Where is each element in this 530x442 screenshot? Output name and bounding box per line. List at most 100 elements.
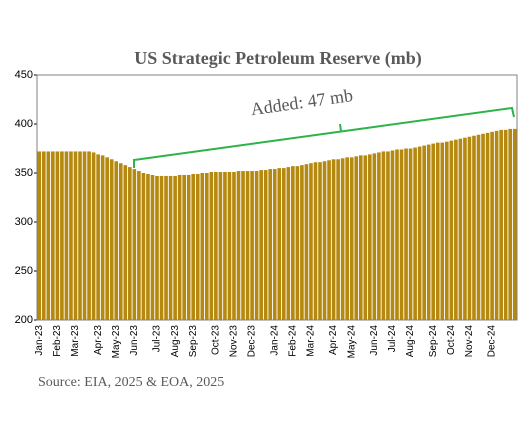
x-tick-label: Jan-23	[34, 325, 45, 356]
y-tick-label: 250	[15, 265, 33, 277]
bar	[195, 173, 200, 320]
bar	[141, 173, 146, 320]
bar	[399, 149, 404, 320]
y-tick-label: 350	[15, 167, 33, 179]
bar	[327, 160, 331, 320]
bar	[417, 146, 422, 320]
bar	[232, 172, 236, 320]
bar	[390, 150, 395, 320]
chart-title: US Strategic Petroleum Reserve (mb)	[134, 48, 422, 69]
x-tick-label: Sep-24	[428, 325, 439, 358]
bar	[454, 139, 458, 320]
bar	[354, 156, 359, 320]
bar	[146, 173, 150, 320]
bar	[368, 154, 372, 320]
bar	[431, 143, 436, 320]
bar	[503, 129, 508, 320]
bar	[272, 169, 277, 320]
bar	[458, 138, 463, 320]
bar	[159, 175, 164, 320]
bar	[313, 162, 318, 320]
x-tick-label: Dec-24	[487, 325, 498, 358]
source: Source: EIA, 2025 & EOA, 2025	[38, 375, 224, 390]
x-tick-label: Aug-24	[405, 325, 416, 358]
x-tick-label: Mar-24	[306, 325, 317, 357]
bracket	[133, 106, 515, 168]
bar	[236, 171, 241, 320]
bar	[349, 157, 354, 320]
bar	[173, 175, 177, 320]
bar	[472, 135, 476, 320]
bar	[91, 152, 96, 320]
bar	[408, 148, 413, 320]
x-tick-label: Jun-24	[369, 325, 380, 356]
bar	[372, 153, 377, 320]
y-tick-label: 200	[15, 314, 33, 326]
x-tick-label: Mar-23	[70, 325, 81, 357]
bar	[46, 151, 51, 320]
bar	[128, 167, 132, 320]
bracket-tip	[339, 123, 342, 132]
bar	[164, 175, 168, 320]
x-tick-label: Oct-24	[446, 325, 457, 355]
x-tick-label: Feb-24	[287, 325, 298, 357]
bar	[422, 145, 426, 320]
bar	[377, 152, 381, 320]
x-tick-label: Jan-24	[269, 325, 280, 356]
x-tick-label: Apr-23	[93, 325, 104, 355]
x-tick-label: May-24	[346, 325, 357, 359]
bar	[241, 171, 245, 320]
bar	[250, 171, 254, 320]
bar	[100, 155, 105, 320]
x-tick-label: Dec-23	[247, 325, 258, 358]
bar	[132, 169, 137, 320]
bar	[51, 151, 55, 320]
x-tick-label: Jul-23	[152, 325, 163, 353]
bar	[336, 159, 340, 320]
bar	[277, 168, 282, 320]
bar	[118, 163, 123, 320]
bar	[182, 174, 186, 320]
bar	[331, 159, 336, 320]
x-tick-label: Apr-24	[328, 325, 339, 355]
bar	[322, 161, 327, 320]
bar	[490, 131, 494, 320]
bar	[259, 170, 263, 320]
bar	[105, 157, 109, 320]
annotation: Added: 47 mb	[249, 85, 354, 119]
bar	[37, 151, 42, 320]
bar	[485, 132, 490, 320]
bar	[295, 166, 300, 320]
bar	[96, 154, 100, 320]
bar	[309, 163, 313, 320]
bar	[395, 149, 399, 320]
bar	[386, 151, 390, 320]
bar	[60, 151, 64, 320]
bar	[435, 142, 440, 320]
bar	[109, 159, 114, 320]
y-tick-label: 400	[15, 118, 33, 130]
bar	[363, 155, 368, 320]
x-tick-label: Sep-23	[188, 325, 199, 358]
y-tick-label: 300	[15, 216, 33, 228]
bar	[440, 142, 445, 320]
bar	[69, 151, 73, 320]
x-tick-label: Oct-23	[211, 325, 222, 355]
bar	[82, 151, 87, 320]
bar	[263, 170, 268, 320]
bar	[404, 148, 408, 320]
bar	[413, 147, 417, 320]
bar	[218, 172, 223, 320]
bar	[512, 128, 517, 320]
bar	[87, 151, 91, 320]
bar	[286, 167, 291, 320]
bar	[463, 137, 467, 320]
bar	[508, 128, 513, 320]
bar	[177, 174, 182, 320]
bar	[358, 155, 363, 320]
bar	[381, 151, 386, 320]
bar	[426, 144, 431, 320]
x-tick-label: Aug-23	[170, 325, 181, 358]
bar	[186, 174, 191, 320]
